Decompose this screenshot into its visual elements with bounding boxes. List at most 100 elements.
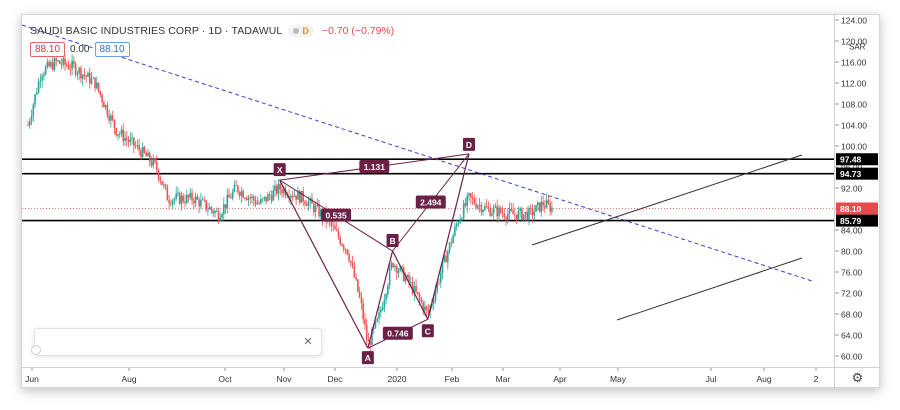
candle: [388, 264, 391, 290]
candle: [237, 184, 239, 195]
candle-body: [307, 201, 310, 206]
close-icon[interactable]: ✕: [303, 336, 313, 348]
price-level-badge-bg: [836, 153, 878, 166]
candle: [478, 197, 481, 213]
time-axis-scale[interactable]: Jun Aug Oct Nov Dec 2020 Feb Mar Apr May Jul Aug 2: [22, 368, 834, 388]
candle: [272, 184, 274, 202]
trendline-dashed: [21, 24, 813, 282]
candle: [443, 254, 446, 263]
candle: [471, 192, 474, 206]
time-tick-label: Aug: [756, 374, 771, 384]
candle: [244, 196, 246, 201]
plot-area[interactable]: X A B C D 1.131 0.535 0.746 2.494 SAUDI BASIC IN…: [21, 15, 834, 367]
candle-body: [205, 200, 207, 210]
sell-price-box[interactable]: 88.10: [30, 42, 66, 57]
candle-body: [180, 195, 183, 204]
price-axis-scale[interactable]: 124.00 120.00 116.00 112.00 108.00 104.00 100.…: [835, 15, 880, 367]
time-tick-label: Apr: [553, 374, 566, 384]
text-note-panel[interactable]: ✕: [31, 328, 322, 356]
candle-body: [461, 218, 463, 220]
candle-body: [127, 139, 130, 142]
candle-body: [337, 230, 340, 238]
candle-body: [443, 255, 446, 262]
price-axis[interactable]: 124.00 120.00 116.00 112.00 108.00 104.00 100.…: [834, 15, 880, 367]
candle: [536, 200, 539, 211]
time-tick-label: Aug: [121, 374, 136, 384]
candle: [106, 101, 109, 119]
market-status-badge[interactable]: D: [288, 25, 314, 37]
candle: [422, 300, 424, 316]
candle: [238, 190, 241, 200]
candle: [297, 186, 299, 200]
time-tick-label: Jun: [25, 374, 39, 384]
candle: [71, 54, 73, 76]
candle-body: [252, 196, 255, 201]
candle-body: [32, 104, 35, 116]
candle-body: [104, 105, 107, 108]
candle-body: [30, 115, 33, 122]
candle-body: [526, 211, 529, 220]
candles-group: [27, 54, 553, 352]
candle: [76, 70, 79, 80]
candle-body: [28, 121, 31, 126]
candle: [81, 73, 84, 86]
pattern-point-label: A: [365, 353, 371, 363]
candle: [53, 54, 56, 72]
candle: [406, 273, 409, 279]
price-tick-label: 60.00: [841, 352, 863, 362]
candle: [524, 211, 527, 221]
price-tick-label: 96.00: [841, 163, 863, 173]
candle: [439, 266, 442, 288]
candle-body: [214, 211, 216, 214]
price-tick-label: 112.00: [841, 79, 867, 89]
pattern-point-x: X: [273, 163, 286, 177]
candle-body: [148, 152, 151, 162]
candle: [97, 82, 100, 94]
gear-icon[interactable]: ⚙: [834, 367, 880, 388]
chart-legend: SAUDI BASIC INDUSTRIES CORP · 1D · TADAW…: [30, 25, 394, 37]
candle-body: [53, 58, 56, 70]
price-level-badge: 94.73: [836, 167, 878, 180]
candle: [124, 131, 126, 147]
candle-body: [106, 105, 109, 116]
candle: [161, 180, 163, 186]
candle: [104, 104, 107, 111]
candle-body: [297, 191, 299, 200]
candle: [163, 181, 165, 189]
price-level-badge-text: 85.79: [840, 216, 862, 226]
candle: [337, 227, 340, 241]
price-tick-label: 120.00: [841, 37, 867, 47]
candle-body: [51, 62, 54, 70]
panel-grip-icon[interactable]: [31, 345, 41, 355]
candle-body: [196, 196, 199, 200]
candle-body: [111, 115, 114, 120]
candle: [30, 109, 33, 126]
candle-body: [99, 90, 102, 95]
price-chart[interactable]: X A B C D 1.131 0.535 0.746 2.494: [21, 15, 834, 367]
candle: [417, 291, 419, 297]
candle-body: [439, 273, 442, 283]
candle: [360, 291, 363, 310]
candle: [358, 286, 361, 299]
candle-body: [41, 76, 43, 81]
candle-body: [168, 200, 170, 204]
candle: [551, 201, 553, 216]
candle: [108, 109, 110, 125]
candle-body: [122, 129, 125, 142]
candle-body: [441, 261, 444, 274]
candle: [348, 249, 350, 264]
candle: [415, 279, 417, 294]
candle-body: [90, 78, 93, 84]
candle-body: [424, 306, 426, 311]
symbol-title[interactable]: SAUDI BASIC INDUSTRIES CORP · 1D · TADAW…: [30, 25, 283, 37]
candle: [43, 71, 45, 81]
price-change: −0.70 (−0.79%): [321, 25, 395, 37]
candle: [517, 206, 520, 221]
candle-body: [173, 198, 176, 201]
candle: [122, 123, 125, 146]
candle-body: [210, 207, 213, 211]
time-axis[interactable]: Jun Aug Oct Nov Dec 2020 Feb Mar Apr May Jul Aug 2: [22, 367, 834, 388]
buy-price-box[interactable]: 88.10: [94, 42, 130, 57]
candle-body: [395, 265, 398, 274]
price-tick-label: 104.00: [841, 121, 867, 131]
